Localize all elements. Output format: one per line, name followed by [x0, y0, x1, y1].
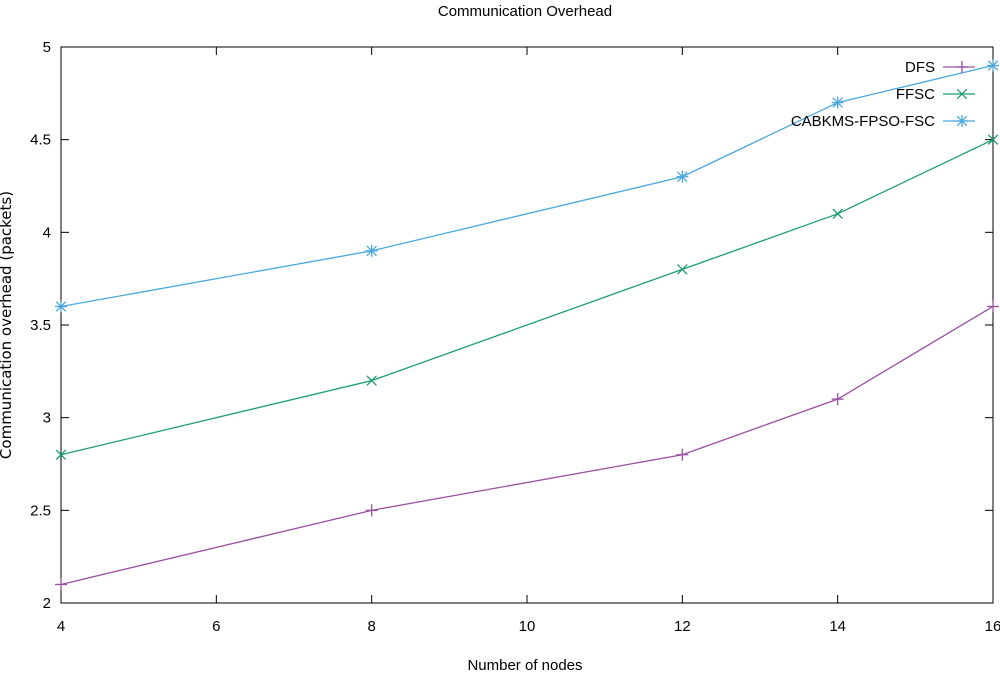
cross-marker: [55, 449, 67, 460]
cross-marker: [956, 88, 968, 100]
y-axis-label: Communication overhead (packets): [0, 191, 15, 459]
series-line: [60, 305, 994, 586]
series-line: [60, 139, 994, 456]
x-tick-label: 14: [829, 618, 846, 635]
series-dfs: [55, 300, 999, 591]
y-tick-label: 4: [43, 224, 51, 241]
x-tick-label: 6: [212, 618, 220, 635]
plus-marker: [987, 300, 999, 313]
series-line: [60, 64, 994, 308]
y-tick-label: 3: [43, 410, 51, 427]
y-tick-label: 3.5: [30, 317, 51, 334]
x-tick-label: 10: [519, 618, 536, 635]
plus-marker: [676, 448, 689, 461]
plus-marker: [956, 61, 968, 73]
star-marker: [831, 96, 844, 109]
plus-marker: [55, 578, 67, 591]
legend-label: DFS: [905, 59, 935, 76]
legend-label: FFSC: [896, 86, 935, 103]
star-marker: [55, 300, 67, 313]
x-axis: 4 6 8 10 12 14 16: [57, 47, 1000, 635]
star-marker: [365, 244, 378, 257]
plus-marker: [831, 393, 844, 406]
cross-marker: [677, 264, 688, 275]
cross-marker: [987, 134, 999, 145]
series-ffsc: [55, 134, 999, 460]
y-tick-label: 2.5: [30, 502, 51, 519]
legend: DFS FFSC CABKMS-FPSO-FSC: [791, 59, 975, 130]
legend-label: CABKMS-FPSO-FSC: [791, 113, 935, 130]
star-marker: [676, 170, 689, 183]
series-cabkms-fpso-fsc: [55, 59, 999, 313]
cross-marker: [832, 208, 843, 220]
cross-marker: [366, 375, 377, 386]
x-tick-label: 4: [57, 618, 65, 635]
x-tick-label: 16: [985, 618, 1000, 635]
series-layer: [55, 59, 999, 591]
star-marker: [987, 59, 999, 72]
plus-marker: [365, 504, 378, 517]
x-tick-label: 12: [674, 618, 691, 635]
star-marker: [956, 115, 968, 127]
x-axis-label: Number of nodes: [467, 657, 582, 674]
y-tick-label: 5: [43, 39, 51, 56]
chart-title: Communication Overhead: [438, 3, 612, 20]
y-axis: 2 2.5 3 3.5 4 4.5 5: [30, 39, 993, 612]
x-tick-label: 8: [367, 618, 375, 635]
y-tick-label: 4.5: [30, 132, 51, 149]
y-tick-label: 2: [43, 595, 51, 612]
